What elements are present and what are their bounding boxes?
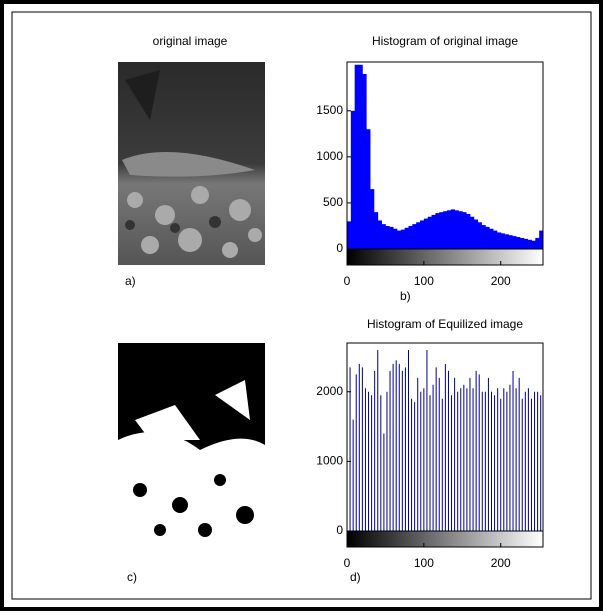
- y-tick-label: 500: [323, 195, 343, 209]
- bar: [496, 232, 502, 249]
- y-tick-label: 1000: [316, 454, 343, 468]
- bar: [358, 64, 363, 249]
- bar: [362, 73, 367, 249]
- bar: [493, 230, 498, 249]
- bar: [531, 240, 536, 249]
- y-tick-label: 2000: [316, 384, 343, 398]
- bar: [519, 237, 525, 249]
- bar: [431, 214, 436, 249]
- x-tick-label: 100: [414, 556, 434, 570]
- bar: [423, 218, 429, 249]
- bar: [427, 216, 432, 249]
- panel-label: b): [400, 289, 411, 303]
- bar: [527, 239, 532, 249]
- bar: [404, 227, 409, 249]
- bar: [462, 212, 467, 249]
- bar: [504, 234, 509, 249]
- y-tick-label: 0: [336, 241, 343, 255]
- x-tick-label: 0: [344, 556, 351, 570]
- bar: [481, 225, 486, 249]
- bar: [347, 221, 352, 249]
- gray-bar: [346, 248, 544, 266]
- bar: [466, 213, 471, 249]
- bar: [516, 237, 521, 249]
- bar: [539, 230, 544, 249]
- bar: [443, 211, 448, 249]
- bar: [469, 216, 475, 249]
- bar: [535, 237, 540, 249]
- y-tick-label: 1000: [316, 149, 343, 163]
- bar: [435, 213, 440, 249]
- bar: [366, 129, 371, 249]
- bar: [420, 220, 425, 249]
- bar: [373, 212, 379, 249]
- panel-label: d): [350, 570, 361, 584]
- bar: [512, 236, 517, 249]
- bar: [370, 189, 375, 249]
- x-tick-label: 100: [414, 274, 434, 288]
- panel-label: a): [125, 274, 136, 288]
- bar: [473, 219, 479, 249]
- bar: [450, 209, 456, 249]
- bar: [500, 233, 505, 249]
- image-title: original image: [153, 34, 228, 48]
- bar: [485, 226, 490, 249]
- chart-title: Histogram of Equilized image: [367, 317, 523, 331]
- bar: [454, 210, 459, 249]
- binary-image: [118, 343, 265, 545]
- bar: [412, 224, 417, 249]
- x-tick-label: 0: [344, 274, 351, 288]
- bar: [477, 222, 482, 249]
- y-tick-label: 0: [336, 523, 343, 537]
- bar: [458, 211, 463, 249]
- gray-bar: [346, 530, 544, 548]
- x-tick-label: 200: [491, 556, 511, 570]
- bar: [389, 226, 394, 249]
- bar: [523, 238, 529, 249]
- y-tick-label: 1500: [316, 103, 343, 117]
- x-tick-label: 200: [491, 274, 511, 288]
- chart-title: Histogram of original image: [372, 34, 518, 48]
- bar: [385, 225, 390, 249]
- bar: [408, 225, 413, 249]
- bar: [416, 222, 421, 249]
- original-image: [118, 62, 265, 265]
- bar: [400, 229, 406, 249]
- bar: [393, 228, 398, 249]
- bar: [350, 110, 356, 249]
- bar: [381, 224, 386, 249]
- bar: [377, 220, 382, 249]
- bar: [446, 210, 452, 249]
- inner-frame: [11, 11, 592, 600]
- bar: [508, 235, 513, 249]
- bar: [489, 228, 494, 249]
- bar: [396, 230, 402, 249]
- panel-label: c): [127, 570, 137, 584]
- bar: [354, 64, 359, 249]
- bar: [439, 212, 444, 249]
